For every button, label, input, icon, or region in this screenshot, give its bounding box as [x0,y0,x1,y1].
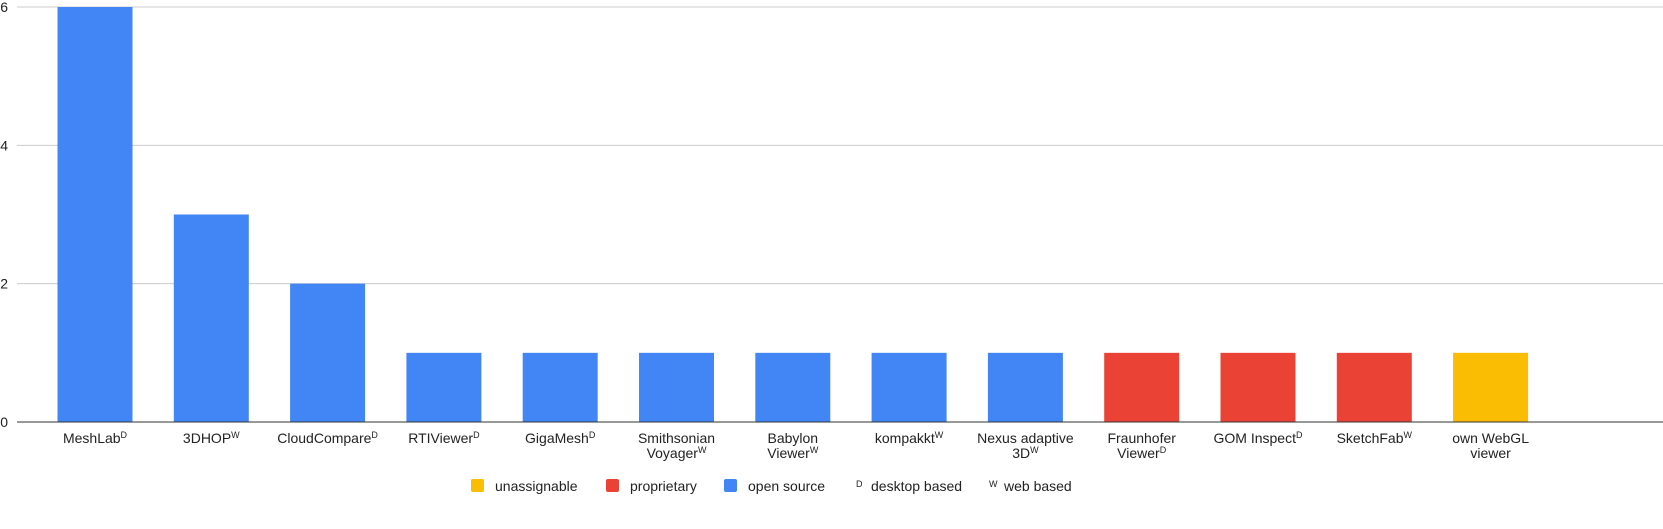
bar-kompakkt [871,352,947,422]
y-tick-label: 6 [0,0,8,15]
platform-marker: D [121,430,128,440]
legend-label: proprietary [630,478,697,494]
platform-marker: D [1160,445,1167,455]
legend-label: desktop based [871,478,962,494]
platform-marker: W [1404,430,1413,440]
x-tick-label: kompakktW [875,430,944,446]
x-axis-labels: MeshLabD 3DHOPW CloudCompareD RTIViewerD Gig… [63,430,1529,461]
platform-marker: W [698,445,707,455]
platform-marker: D [1296,430,1303,440]
bar-3dhop [173,214,249,422]
x-tick-label: Fraunhofer [1107,430,1176,446]
x-tick-label: Babylon [768,430,819,446]
platform-marker: W [231,430,240,440]
x-tick-label: Nexus adaptive [977,430,1074,446]
bar-meshlab [57,7,133,422]
legend-swatch [724,479,737,492]
x-tick-label: CloudCompareD [277,430,378,446]
x-tick-label: own WebGL [1452,430,1529,446]
bar-sketchfab [1336,352,1412,422]
legend-item-proprietary: proprietary [606,478,697,494]
x-tick-label: GigaMeshD [525,430,596,446]
x-tick-label: ViewerD [1117,445,1167,461]
platform-marker: W [935,430,944,440]
y-tick-label: 0 [0,414,8,430]
bars [57,7,1529,422]
bar-rtiviewer [406,352,482,422]
x-tick-label: SketchFabW [1337,430,1413,446]
x-tick-label: VoyagerW [647,445,707,461]
x-tick-label: RTIViewerD [408,430,480,446]
platform-marker: W [810,445,819,455]
x-tick-label: 3DHOPW [183,430,240,446]
legend-item-unassignable: unassignable [471,478,578,494]
legend-label: open source [748,478,825,494]
legend-label: web based [1003,478,1072,494]
platform-marker: D [371,430,378,440]
bar-fraunhofer-viewer [1104,352,1180,422]
legend-swatch [606,479,619,492]
y-tick-label: 4 [0,137,8,153]
legend-item-open-source: open source [724,478,825,494]
legend-marker: D [856,479,863,489]
x-tick-label: ViewerW [767,445,819,461]
bar-nexus-adaptive-3d [987,352,1063,422]
platform-marker: D [473,430,480,440]
bar-gigamesh [522,352,598,422]
bar-smithsonian-voyager [639,352,714,422]
legend-label: unassignable [495,478,578,494]
bar-babylon-viewer [755,352,831,422]
legend-marker: W [989,479,998,489]
bar-own-webgl-viewer [1453,352,1529,422]
x-tick-label: GOM InspectD [1214,430,1303,446]
bar-cloudcompare [290,283,366,422]
y-tick-label: 2 [0,276,8,292]
y-axis-ticks: 0 2 4 6 [0,0,8,430]
legend-swatch [471,479,484,492]
x-tick-label: 3DW [1012,445,1039,461]
bar-gom-inspect [1220,352,1296,422]
x-tick-label: Smithsonian [638,430,715,446]
x-tick-label: viewer [1470,445,1511,461]
platform-marker: W [1030,445,1039,455]
x-tick-label: MeshLabD [63,430,128,446]
platform-marker: D [589,430,596,440]
gridlines [17,6,1663,285]
